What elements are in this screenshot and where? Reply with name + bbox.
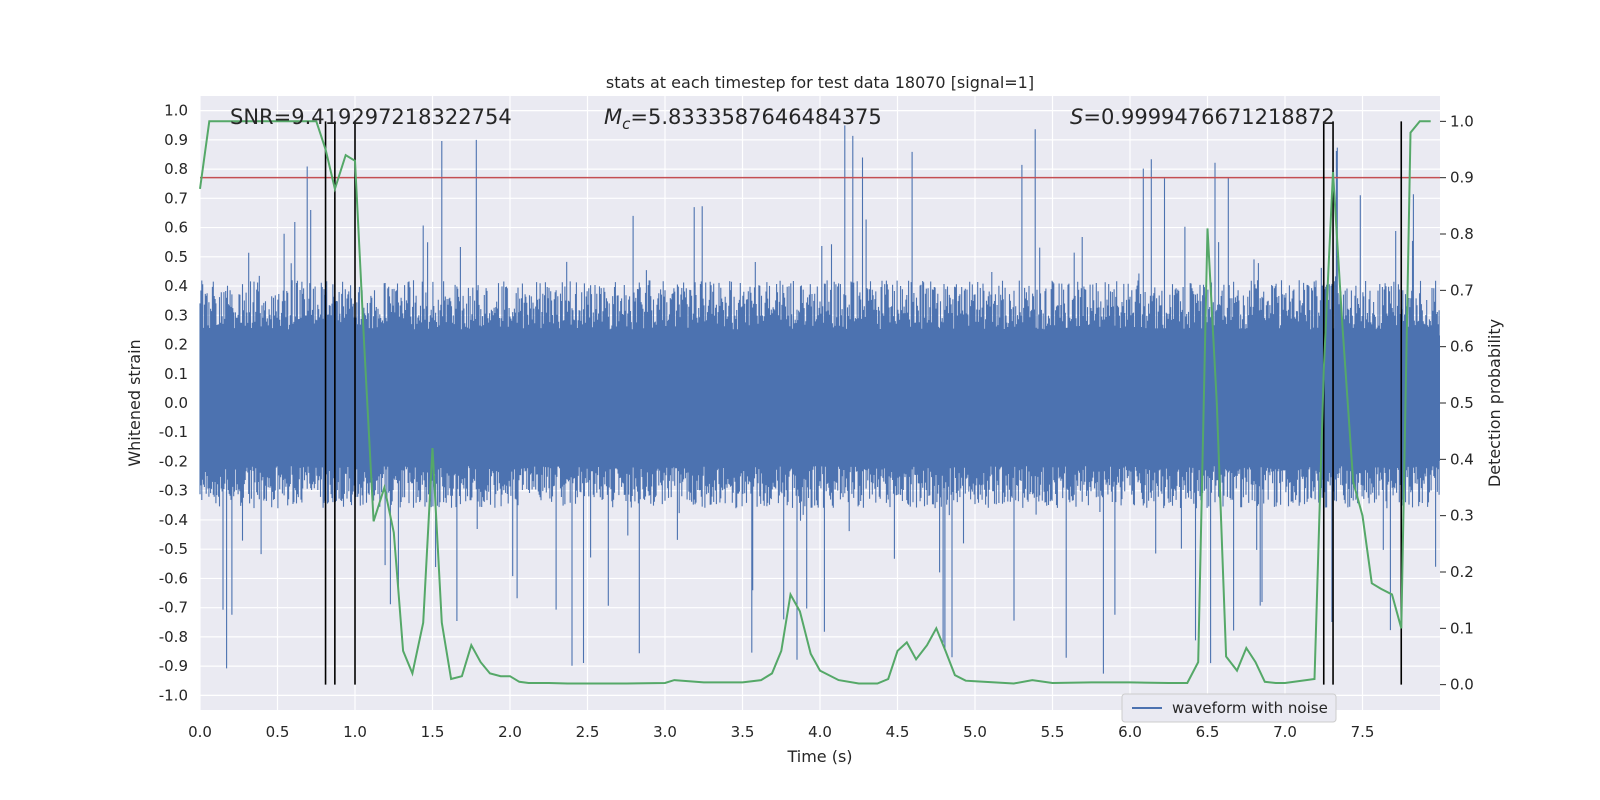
y-tick-label: 0.0 (164, 394, 188, 412)
chirp-mass-subscript: c (622, 115, 631, 133)
legend-label: waveform with noise (1172, 699, 1328, 717)
s-value: =0.9999476671218872 (1083, 105, 1334, 129)
y-right-tick-label: 0.4 (1450, 450, 1474, 468)
y-tick-label: -0.1 (159, 423, 188, 441)
y-tick-label: 1.0 (164, 102, 188, 120)
y-tick-label: 0.2 (164, 336, 188, 354)
y-right-tick-label: 0.0 (1450, 676, 1474, 694)
y-right-tick-label: 0.7 (1450, 281, 1474, 299)
y-tick-label: 0.3 (164, 306, 188, 324)
y-tick-label: -0.4 (159, 511, 188, 529)
y-right-tick-label: 0.6 (1450, 338, 1474, 356)
x-tick-label: 0.0 (188, 723, 212, 741)
y-right-tick-label: 0.5 (1450, 394, 1474, 412)
x-tick-labels: 0.0 0.5 1.0 1.5 2.0 2.5 3.0 3.5 4.0 4.5 5.0 5.5 6.0 6… (188, 723, 1374, 741)
y-right-tick-label: 0.9 (1450, 169, 1474, 187)
y-tick-label: 0.4 (164, 277, 188, 295)
y-tick-label: 0.1 (164, 365, 188, 383)
y-tick-label: 0.7 (164, 189, 188, 207)
y-tick-label: 0.8 (164, 160, 188, 178)
x-axis-label: Time (s) (786, 747, 852, 766)
waveform-trace (199, 125, 1440, 674)
y-tick-label: -0.2 (159, 452, 188, 470)
x-tick-label: 2.0 (498, 723, 522, 741)
y-tick-label: -0.5 (159, 540, 188, 558)
chirp-mass-value: =5.8333587646484375 (630, 105, 881, 129)
x-tick-label: 5.5 (1041, 723, 1065, 741)
x-tick-label: 1.0 (343, 723, 367, 741)
x-tick-label: 0.5 (266, 723, 290, 741)
waveform-series (199, 125, 1440, 674)
probability-line (199, 120, 1431, 685)
y-right-tick-label: 0.8 (1450, 225, 1474, 243)
y-right-tick-label: 0.1 (1450, 619, 1474, 637)
snr-annotation: SNR=9.419297218322754 (230, 105, 512, 129)
s-annotation: S=0.9999476671218872 (1070, 105, 1335, 129)
y-tick-label: 0.5 (164, 248, 188, 266)
x-tick-label: 5.0 (963, 723, 987, 741)
y-right-tick-label: 0.3 (1450, 507, 1474, 525)
legend: waveform with noise (1121, 693, 1337, 723)
chirp-mass-annotation: Mc=5.8333587646484375 (604, 105, 882, 133)
y-tick-label: -0.3 (159, 482, 188, 500)
y-right-tick-label: 0.2 (1450, 563, 1474, 581)
chirp-mass-symbol: M (604, 105, 622, 129)
x-tick-label: 2.5 (576, 723, 600, 741)
y-tick-label: -1.0 (159, 686, 188, 704)
x-tick-label: 4.0 (808, 723, 832, 741)
y-right-tick-labels: 1.0 0.9 0.8 0.7 0.6 0.5 0.4 0.3 0.2 0.1 0.0 (1440, 112, 1474, 694)
y-tick-label: 0.6 (164, 219, 188, 237)
x-tick-label: 6.5 (1196, 723, 1220, 741)
y-tick-label: 0.9 (164, 131, 188, 149)
x-tick-label: 7.5 (1351, 723, 1375, 741)
chart-title: stats at each timestep for test data 180… (606, 73, 1034, 92)
y-right-axis-label: Detection probability (1485, 319, 1504, 487)
x-tick-label: 3.0 (653, 723, 677, 741)
x-tick-label: 7.0 (1273, 723, 1297, 741)
y-tick-label: -0.6 (159, 569, 188, 587)
y-tick-label: -0.7 (159, 599, 188, 617)
legend-box (1121, 693, 1337, 723)
y-tick-label: -0.8 (159, 628, 188, 646)
x-tick-label: 3.5 (731, 723, 755, 741)
s-symbol: S (1070, 105, 1083, 129)
x-tick-label: 6.0 (1118, 723, 1142, 741)
y-right-tick-label: 1.0 (1450, 112, 1474, 130)
y-tick-label: -0.9 (159, 657, 188, 675)
y-axis-label: Whitened strain (125, 339, 144, 466)
y-tick-labels: 1.0 0.9 0.8 0.7 0.6 0.5 0.4 0.3 0.2 0.1 0.0 -0.1 -0.… (159, 102, 188, 705)
x-tick-label: 4.5 (886, 723, 910, 741)
x-tick-label: 1.5 (421, 723, 445, 741)
probability-series (199, 120, 1431, 685)
